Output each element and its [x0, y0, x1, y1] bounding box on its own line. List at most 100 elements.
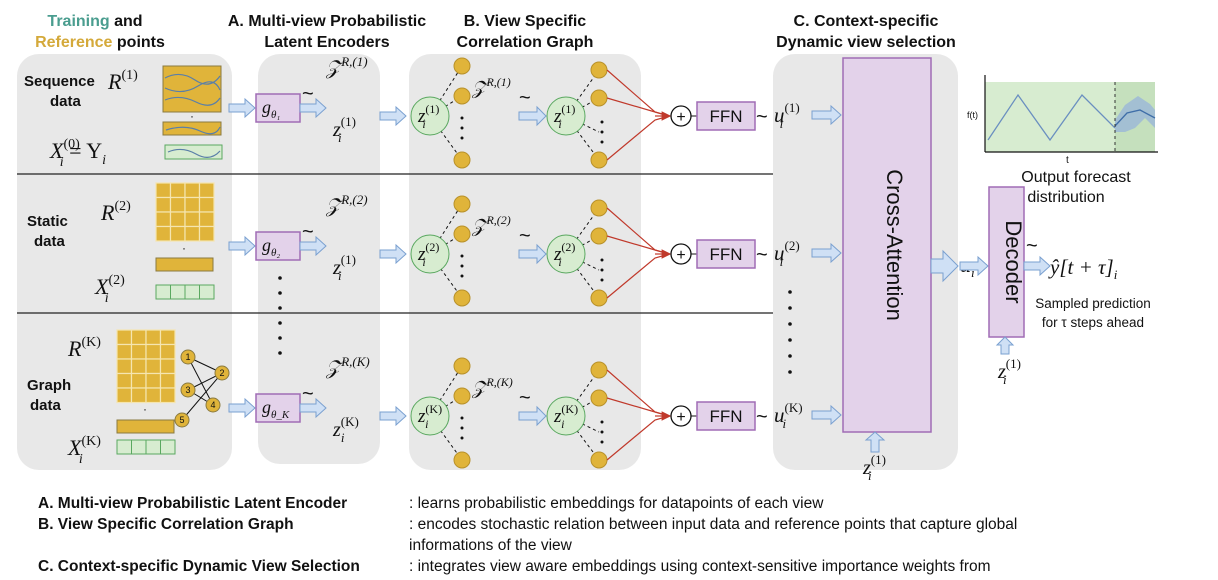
reference-node	[453, 195, 471, 213]
x1-label: X(0) i = Yi	[49, 137, 106, 170]
ref-r1: R(1)	[107, 68, 138, 94]
reference-word: Reference	[35, 34, 112, 51]
prediction-label: ŷ[t + τ]i	[1048, 255, 1118, 282]
graph-header-1: B. View Specific	[464, 13, 587, 30]
reference-node	[590, 389, 608, 407]
arrow-to-ui	[930, 249, 959, 283]
reference-node	[590, 89, 608, 107]
ffn-box	[696, 239, 756, 269]
embedding-node	[546, 234, 586, 274]
encoder-panel	[258, 54, 380, 464]
bottom-z-label: z(1) i	[862, 452, 886, 483]
legend-value: informations of the view	[409, 537, 572, 554]
svg-text:+: +	[676, 409, 685, 426]
x2-label: X(2) i	[94, 273, 125, 306]
seq-train-item	[164, 144, 223, 160]
encoder-box	[255, 93, 301, 123]
reference-node	[453, 57, 471, 75]
reference-node	[590, 61, 608, 79]
ffn-box	[696, 101, 756, 131]
svg-text:𝒵R,(1): 𝒵R,(1)	[471, 75, 511, 99]
selection-header-1: C. Context-specific	[794, 13, 939, 30]
reference-node	[590, 451, 608, 469]
reference-node	[453, 225, 471, 243]
ref-r2: R(2)	[100, 199, 131, 225]
row2-label-2: data	[34, 233, 66, 250]
graph-header-2: Correlation Graph	[457, 34, 594, 51]
ffn-label: FFN	[709, 407, 742, 426]
graph-ref-item	[116, 419, 175, 434]
reference-node	[590, 151, 608, 169]
legend-value: : learns probabilistic embeddings for da…	[409, 495, 824, 512]
graph-node-1: 1	[185, 352, 190, 362]
reference-node	[453, 357, 471, 375]
xk-label: X(K) i	[67, 434, 101, 467]
encoder-header-2: Latent Encoders	[264, 34, 389, 51]
u-ellipsis	[788, 290, 792, 374]
row-2: gθ₂~𝒵R,(2)z(1) iz(2) i𝒵R,(2)~z(2) i + FFN ~ u(2…	[228, 192, 842, 307]
forecast-plot: f(t) t Output forecast distribution	[967, 75, 1158, 206]
graph-node-4: 4	[210, 400, 215, 410]
reference-node	[590, 199, 608, 217]
decoder-block	[988, 186, 1025, 338]
svg-text:Reference points: Reference points	[35, 34, 165, 51]
graph-node-5: 5	[179, 415, 184, 425]
reference-node	[453, 289, 471, 307]
graph-node-3: 3	[185, 385, 190, 395]
legend-key: B. View Specific Correlation Graph	[38, 516, 294, 533]
sampled-line-1: Sampled prediction	[1035, 296, 1151, 311]
reference-node	[453, 151, 471, 169]
svg-text:Training and: Training and	[47, 13, 142, 30]
svg-text:z(2)i: z(2) i	[553, 240, 575, 269]
static-ref-grid	[155, 182, 215, 242]
decoder-up-arrow	[995, 336, 1015, 355]
forecast-caption-1: Output forecast	[1021, 169, 1131, 186]
input-arrow	[228, 397, 256, 419]
svg-text:~: ~	[756, 406, 768, 428]
svg-text:~: ~	[519, 87, 531, 109]
decoder-z-label: z(1) i	[997, 356, 1021, 387]
embedding-node	[546, 96, 586, 136]
svg-text:~: ~	[519, 225, 531, 247]
static-ref-item	[155, 257, 214, 272]
svg-text:·: ·	[182, 241, 186, 255]
legend: A. Multi-view Probabilistic Latent Encod…	[0, 490, 1218, 580]
static-train-item	[155, 284, 215, 300]
reference-node	[453, 387, 471, 405]
row1-label-2: data	[50, 93, 82, 110]
embedding-node	[410, 396, 450, 436]
legend-key: A. Multi-view Probabilistic Latent Encod…	[38, 495, 348, 512]
embedding-node	[410, 96, 450, 136]
reference-node	[590, 289, 608, 307]
arrow-to-decoder	[959, 255, 989, 277]
svg-text:·: ·	[190, 109, 194, 123]
forecast-y-label: f(t)	[967, 110, 978, 120]
architecture-diagram: Training and Reference points A. Multi-v…	[17, 13, 1158, 483]
reference-node	[590, 227, 608, 245]
encoder-header-1: A. Multi-view Probabilistic	[228, 13, 426, 30]
row3-label-1: Graph	[27, 377, 71, 394]
reference-node	[590, 361, 608, 379]
legend-key: C. Context-specific Dynamic View Selecti…	[38, 558, 360, 575]
svg-text:~: ~	[302, 83, 314, 105]
svg-text:+: +	[676, 247, 685, 264]
svg-text:~: ~	[302, 383, 314, 405]
ref-rk: R(K)	[67, 335, 101, 361]
row1-label-1: Sequence	[24, 73, 95, 90]
embedding-node	[546, 396, 586, 436]
svg-text:·: ·	[143, 402, 147, 416]
sampled-line-2: for τ steps ahead	[1042, 315, 1144, 330]
graph-node-2: 2	[219, 368, 224, 378]
svg-text:+: +	[676, 109, 685, 126]
forecast-x-label: t	[1066, 155, 1069, 166]
small-graph: 1 2 3 4 5	[174, 349, 230, 428]
decoder-label: Decoder	[1001, 220, 1026, 303]
legend-value: : integrates view aware embeddings using…	[409, 558, 991, 575]
graph-ref-grid	[116, 329, 176, 404]
cross-attention-block	[842, 57, 932, 433]
embedding-node	[410, 234, 450, 274]
row-3: gθ_K~𝒵R,(K)z(K) iz(K) i𝒵R,(K)~z(K) i + FFN ~ u(…	[228, 354, 842, 469]
ffn-label: FFN	[709, 107, 742, 126]
row3-label-2: data	[30, 397, 62, 414]
encoder-box	[255, 231, 301, 261]
